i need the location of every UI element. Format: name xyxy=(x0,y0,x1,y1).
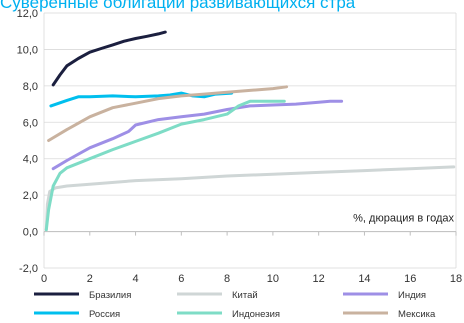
legend-label: Китай xyxy=(232,290,258,301)
series-line-5 xyxy=(47,85,289,142)
legend-label: Бразилия xyxy=(89,290,131,301)
y-tick-label: 6,0 xyxy=(23,117,38,129)
legend-label: Россия xyxy=(89,309,120,320)
legend-label: Индия xyxy=(398,290,426,301)
x-tick-label: 4 xyxy=(132,273,138,285)
legend-label: Мексика xyxy=(398,309,436,320)
x-tick-label: 12 xyxy=(313,273,325,285)
y-tick-label: 0,0 xyxy=(23,227,38,239)
series-line-1 xyxy=(44,165,456,232)
legend-label: Индонезия xyxy=(232,309,280,320)
y-tick-label: 10,0 xyxy=(17,44,38,56)
x-tick-label: 0 xyxy=(41,273,47,285)
x-tick-label: 18 xyxy=(450,273,462,285)
x-tick-label: 6 xyxy=(178,273,184,285)
y-tick-label: -2,0 xyxy=(19,263,38,275)
series-lines xyxy=(44,30,456,232)
x-tick-label: 14 xyxy=(358,273,370,285)
legend: Бразилия Китай Индия Россия Индонезия Мексика xyxy=(34,290,436,320)
series-line-2 xyxy=(51,99,344,171)
axis-labels: -2,0 0,0 2,0 4,0 6,0 8,0 10,0 12,0 0 2 4 6 8 10 12 14 16… xyxy=(17,8,463,285)
series-line-3 xyxy=(49,91,234,108)
x-tick-label: 16 xyxy=(404,273,416,285)
series-line-0 xyxy=(51,30,167,87)
y-tick-label: 12,0 xyxy=(17,8,38,20)
x-tick-label: 8 xyxy=(224,273,230,285)
y-tick-label: 2,0 xyxy=(23,190,38,202)
y-tick-label: 4,0 xyxy=(23,154,38,166)
y-tick-label: 8,0 xyxy=(23,81,38,93)
x-tick-label: 2 xyxy=(87,273,93,285)
chart-title: Суверенные облигации развивающихся стра xyxy=(0,0,356,12)
x-axis-title: %, дюрация в годах xyxy=(353,213,454,225)
axes xyxy=(43,13,457,268)
series-line-4 xyxy=(44,99,286,232)
x-tick-label: 10 xyxy=(267,273,279,285)
